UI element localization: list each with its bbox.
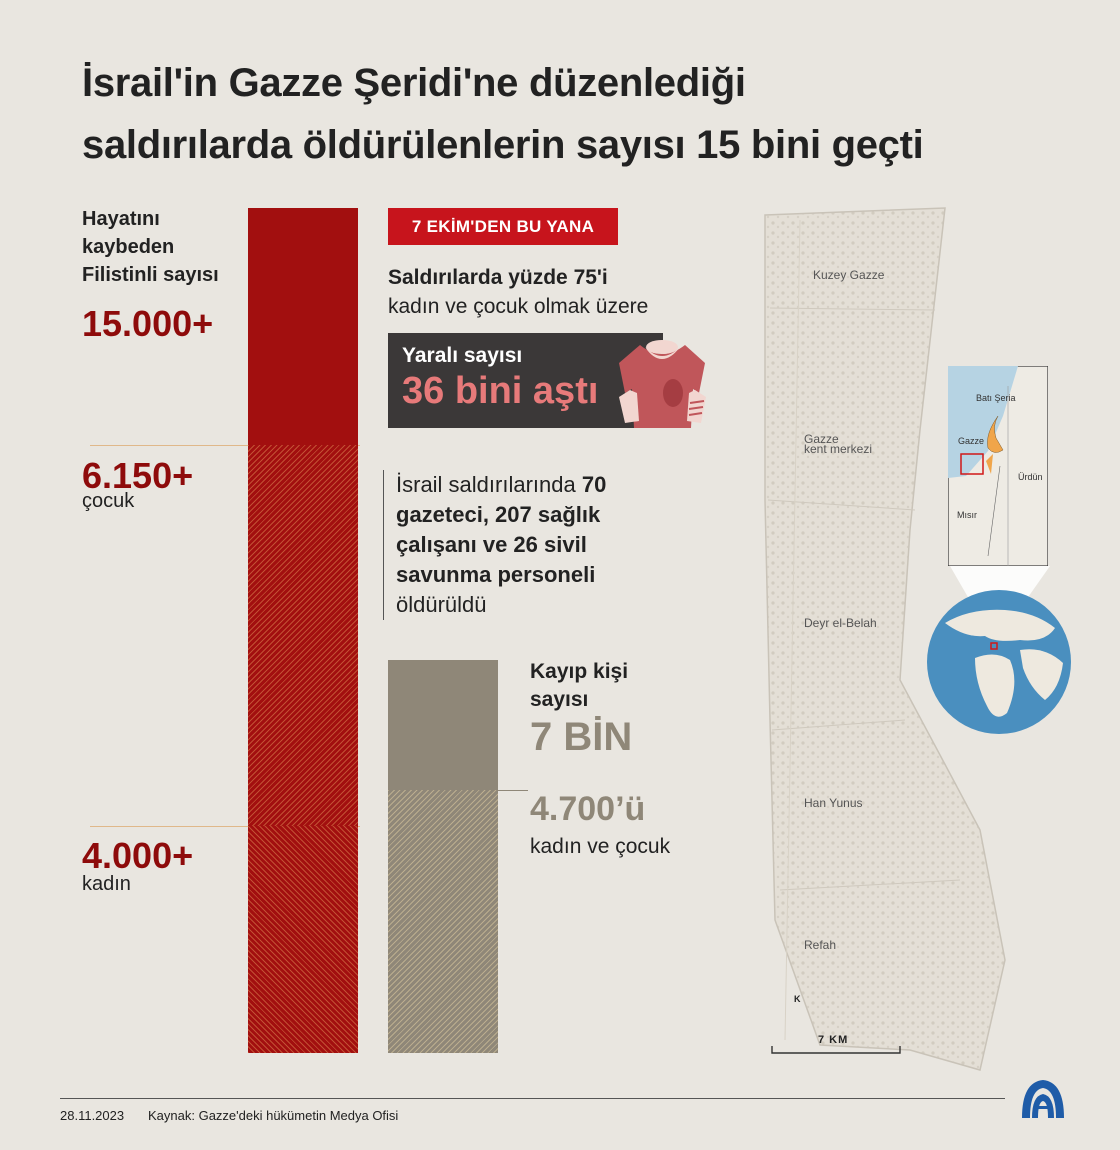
missing-women-children: 4.700’ü [530,790,646,828]
divider-children [90,445,360,446]
press-bold: savunma personeli [396,562,596,587]
dead-label-line: kaybeden [82,236,175,258]
title-line-1: İsrail'in Gazze Şeridi'ne düzenlediği [82,61,746,105]
globe-icon [927,590,1071,734]
inset-label-west-bank: Batı Şeria [976,393,1016,403]
inset-label-gaza: Gazze [958,436,985,446]
dead-bar-women [248,826,358,1053]
map-place-gaza-center: kent merkezi [804,442,873,456]
map-scale-label: 7 KM [818,1034,849,1046]
divider-missing [498,790,528,791]
children-count: 6.150+ [82,455,194,496]
missing-bar-other [388,660,498,790]
since-line-1: Saldırılarda yüzde 75'i [388,266,608,289]
press-paragraph: İsrail saldırılarında 70 gazeteci, 207 s… [383,470,676,620]
dead-label: Hayatını kaybeden Filistinli sayısı [82,205,219,289]
gaza-map [764,207,1006,1071]
map-place-deir-al-balah: Deyr el-Belah [804,616,877,630]
press-text: öldürüldü [396,592,487,617]
footer-divider [60,1098,1005,1099]
missing-label: Kayıp kişi sayısı [530,658,628,714]
inset-label-egypt: Mısır [957,510,977,520]
dead-bar-children [248,445,358,826]
dead-total: 15.000+ [82,303,214,344]
missing-label-line: Kayıp kişi [530,660,629,683]
footer-source: Kaynak: Gazze'deki hükümetin Medya Ofisi [148,1108,399,1123]
press-bold: çalışanı ve 26 sivil [396,532,587,557]
press-text: İsrail saldırılarında [396,472,582,497]
dead-label-line: Filistinli sayısı [82,264,219,286]
aa-logo [1022,1080,1064,1118]
map-place-gaza: Gazze [804,432,839,446]
missing-label-line: sayısı [530,688,589,711]
injured-value: 36 bini aştı [402,370,599,412]
inset-map [948,366,1048,566]
page-title: İsrail'in Gazze Şeridi'ne düzenlediği sa… [82,52,1062,176]
map-place-rafah: Refah [804,938,837,952]
since-line-2: kadın ve çocuk olmak üzere [388,295,649,318]
injured-label: Yaralı sayısı [402,344,523,367]
missing-bar-women-children [388,790,498,1053]
dead-bar-other [248,208,358,445]
women-count: 4.000+ [82,835,194,876]
north-label: K [794,994,801,1004]
since-badge: 7 EKİM'DEN BU YANA [388,208,618,245]
divider-women [90,826,360,827]
children-label: çocuk [82,490,135,512]
missing-value: 7 BİN [530,715,633,759]
injured-box [388,333,663,428]
press-bold: 70 [581,472,607,497]
map-place-khan-yunis: Han Yunus [804,796,863,810]
title-line-2: saldırılarda öldürülenlerin sayısı 15 bi… [82,123,924,167]
map-scale-bar [771,1046,901,1054]
footer-date: 28.11.2023 [60,1108,125,1123]
press-bold: gazeteci, 207 sağlık [396,502,601,527]
inset-label-jordan: Ürdün [1018,472,1043,482]
injured-shirt-icon [619,340,706,428]
missing-women-children-label: kadın ve çocuk [530,835,671,858]
women-label: kadın [82,873,131,895]
dead-label-line: Hayatını [82,208,160,230]
map-place-north-gaza: Kuzey Gazze [813,268,885,282]
